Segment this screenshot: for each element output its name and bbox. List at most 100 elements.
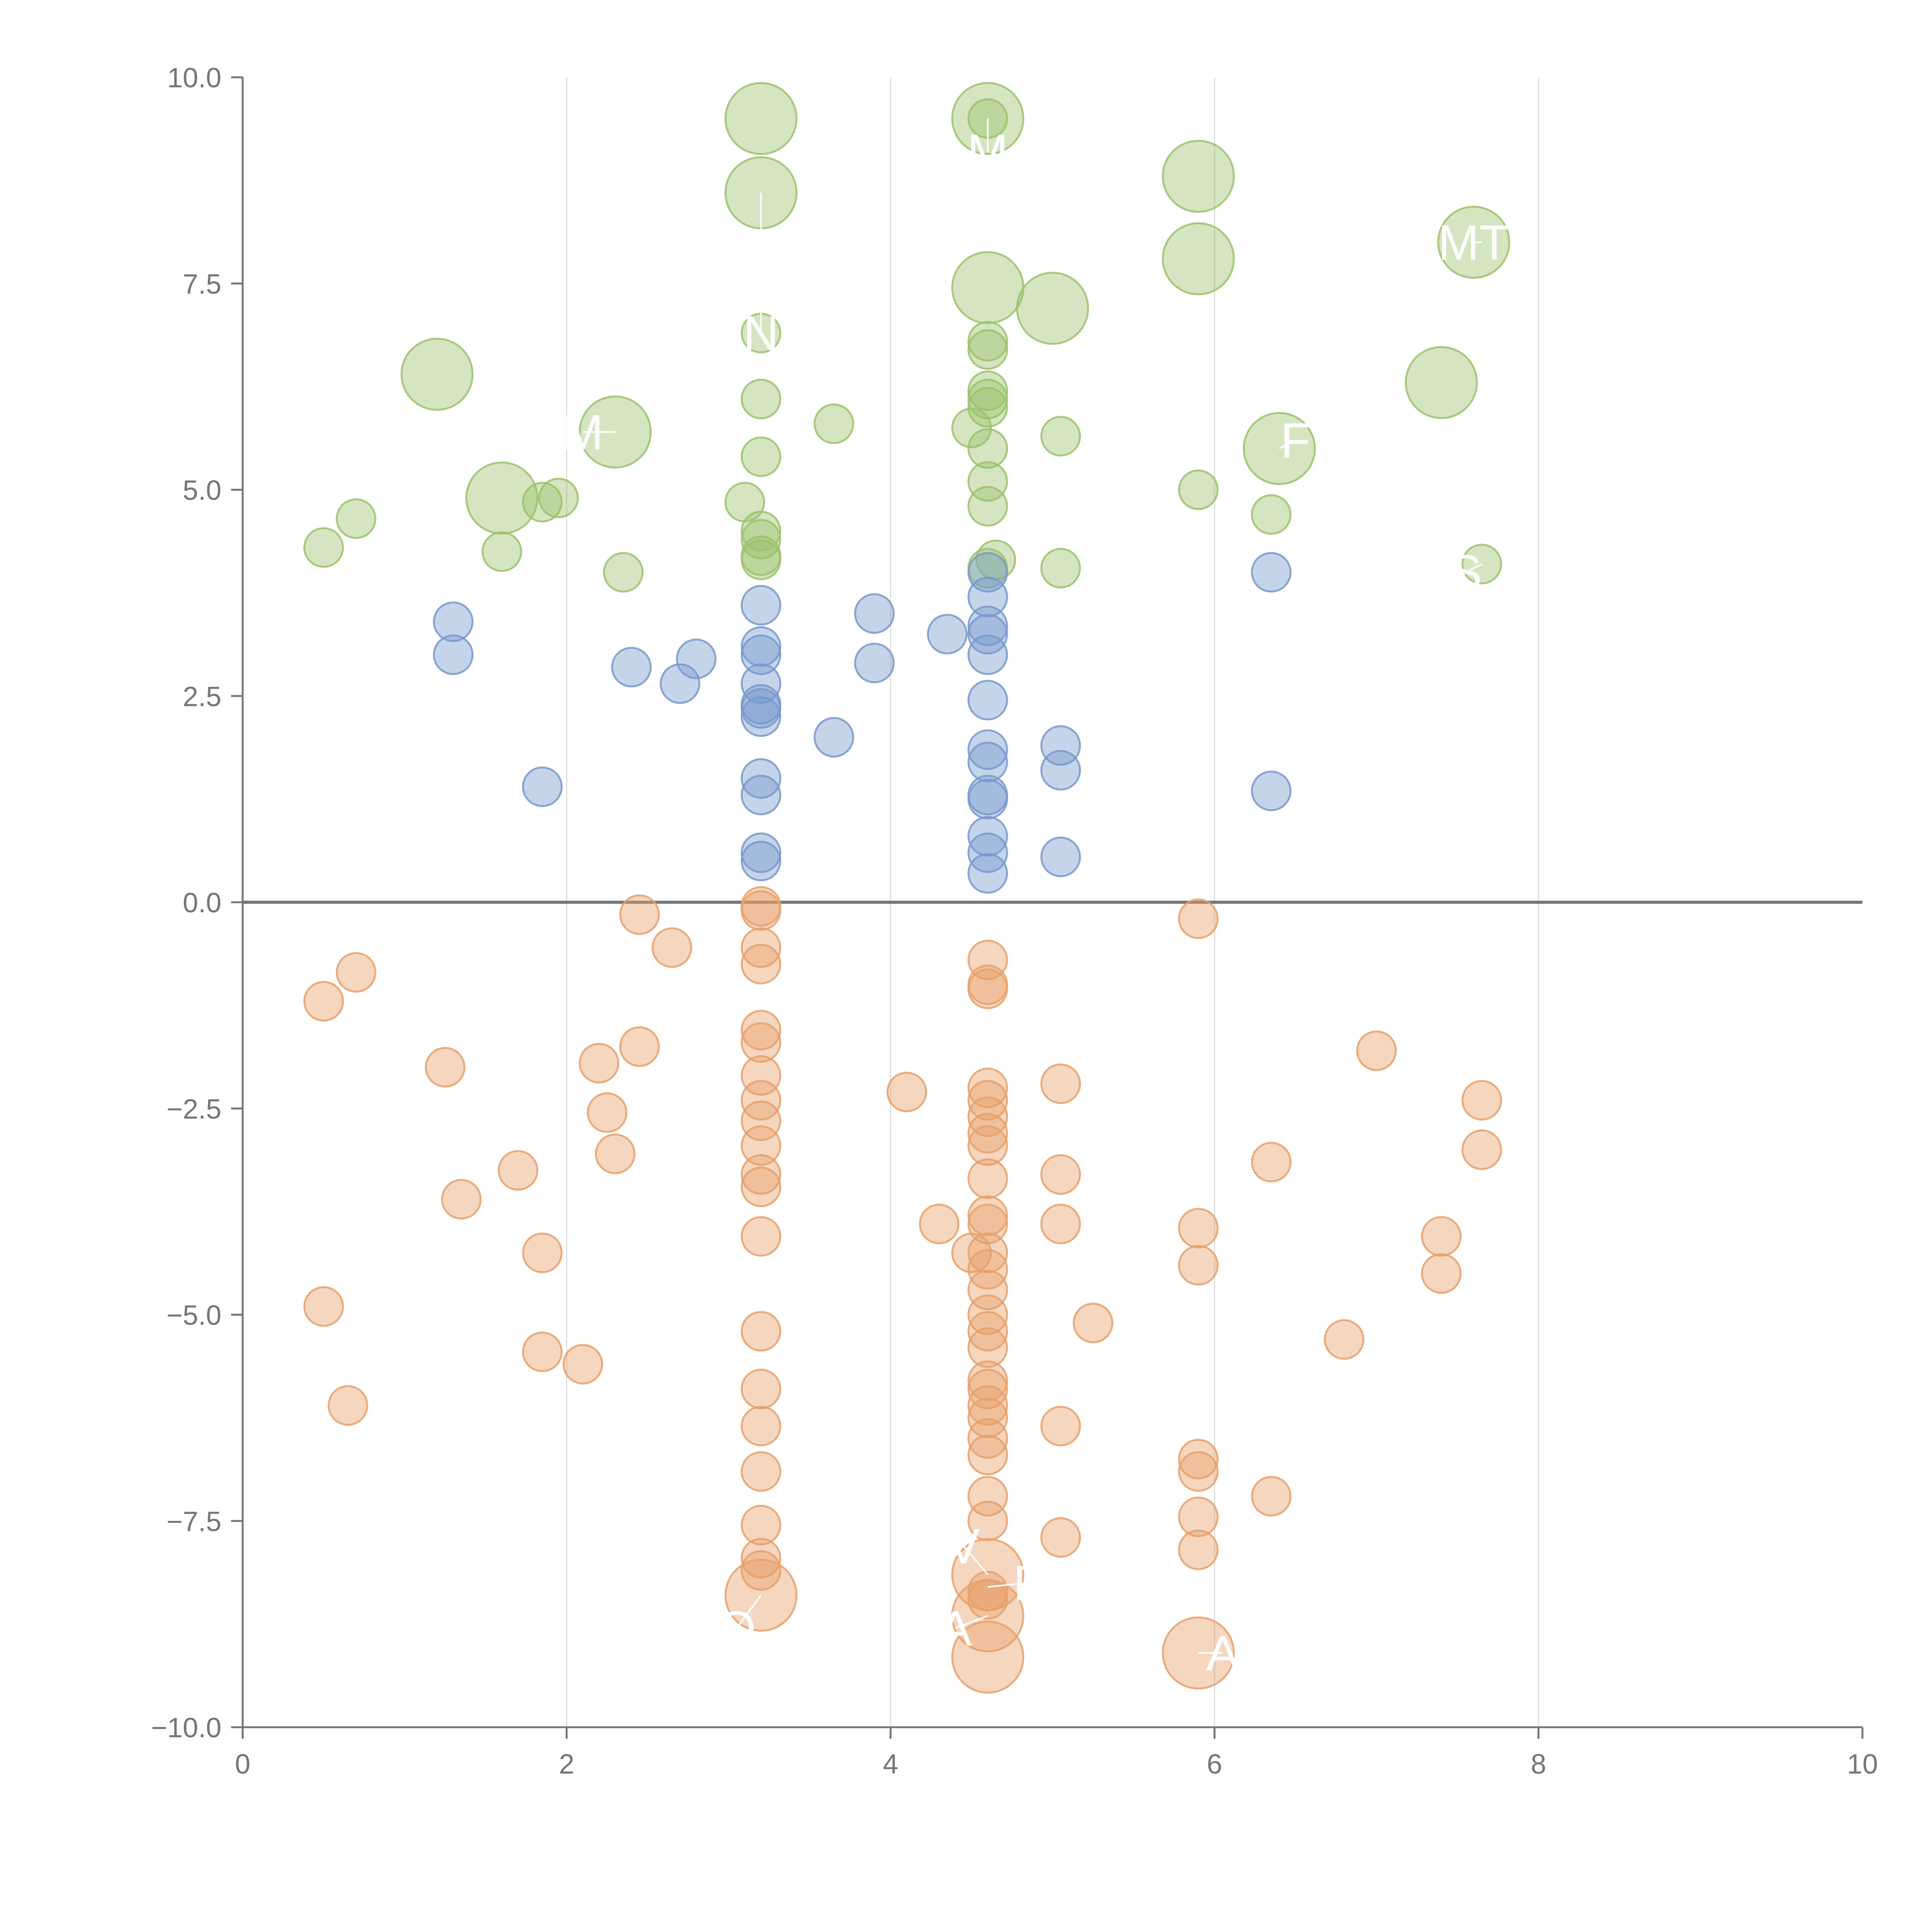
point-annotation-label: V: [947, 1519, 980, 1574]
orange-point: [578, 1043, 619, 1083]
blue-point: [967, 577, 1008, 617]
orange-point: [740, 890, 781, 931]
orange-point: [967, 1067, 1008, 1108]
annotation-leader-line: [963, 1545, 988, 1575]
orange-point: [967, 968, 1008, 1009]
orange-point: [967, 1476, 1008, 1517]
y-tick-label: −7.5: [167, 1506, 221, 1537]
green-point: [740, 436, 781, 477]
orange-point: [1040, 1517, 1081, 1558]
green-point: [1178, 469, 1219, 510]
orange-point: [951, 1621, 1024, 1694]
y-tick-label: −2.5: [167, 1094, 221, 1125]
point-annotation-label: A: [1206, 1626, 1239, 1681]
orange-point: [967, 1385, 1008, 1426]
annotation-leader-line: [736, 1595, 762, 1629]
blue-point: [740, 774, 781, 815]
orange-point: [1178, 1439, 1219, 1480]
y-tick-label: −5.0: [167, 1300, 221, 1331]
y-tick-label: 0.0: [183, 888, 221, 918]
green-point: [813, 403, 854, 444]
point-annotation-label: MT: [1438, 215, 1510, 270]
blue-point: [967, 552, 1008, 593]
orange-point: [327, 1385, 368, 1426]
green-point: [724, 82, 798, 155]
green-point: [1251, 494, 1292, 535]
orange-point: [441, 1179, 482, 1220]
blue-point: [967, 605, 1008, 646]
orange-point: [740, 1406, 781, 1447]
orange-point: [967, 1369, 1008, 1410]
orange-point: [740, 1167, 781, 1208]
green-point: [967, 428, 1008, 469]
orange-point: [522, 1332, 563, 1372]
blue-point: [740, 585, 781, 626]
orange-point: [1251, 1142, 1292, 1183]
point-annotation-label: F: [1281, 413, 1311, 468]
orange-point: [967, 1158, 1008, 1199]
point-annotation-label: A: [939, 1601, 972, 1656]
orange-point: [967, 1269, 1008, 1310]
annotation-leader-line: [955, 1615, 988, 1629]
green-point: [603, 552, 644, 593]
orange-point: [967, 1500, 1008, 1541]
blue-point: [1251, 552, 1292, 593]
orange-point: [967, 1125, 1008, 1166]
point-annotation-label: O: [718, 1601, 756, 1656]
blue-point: [813, 717, 854, 758]
blue-point: [433, 601, 474, 642]
blue-point: [967, 779, 1008, 820]
green-point: [303, 527, 344, 568]
annotation-leader-line: [1465, 563, 1482, 573]
blue-point: [967, 816, 1008, 857]
blue-point: [967, 832, 1008, 873]
orange-point: [303, 1286, 344, 1327]
blue-point: [740, 840, 781, 881]
orange-point: [1178, 1245, 1219, 1286]
orange-point: [967, 1232, 1008, 1273]
orange-point: [425, 1047, 466, 1088]
orange-point: [562, 1344, 603, 1385]
green-point: [465, 461, 539, 535]
blue-point: [967, 853, 1008, 894]
blue-point: [967, 729, 1008, 770]
point-annotation-label: M: [967, 124, 1009, 180]
orange-point: [967, 1327, 1008, 1368]
orange-point: [498, 1150, 539, 1191]
orange-point: [967, 1195, 1008, 1236]
orange-point: [1178, 1208, 1219, 1248]
y-tick-label: 10.0: [167, 63, 221, 94]
orange-point: [1461, 1129, 1502, 1170]
orange-point: [967, 1360, 1008, 1401]
blue-point: [1040, 837, 1081, 878]
orange-point: [1040, 1204, 1081, 1245]
point-annotation-label: S: [1449, 545, 1482, 600]
green-point: [1405, 346, 1478, 419]
orange-point: [1178, 1529, 1219, 1570]
blue-point: [740, 663, 781, 704]
orange-point: [1178, 898, 1219, 939]
orange-point: [651, 927, 692, 968]
blue-point: [740, 696, 781, 737]
blue-point: [967, 634, 1008, 675]
orange-point: [967, 1113, 1008, 1154]
green-point: [740, 510, 781, 551]
blue-point: [676, 638, 717, 679]
orange-point: [1251, 1476, 1292, 1517]
x-tick-label: 2: [559, 1749, 574, 1780]
orange-point: [1324, 1319, 1365, 1360]
y-tick-label: 2.5: [183, 681, 221, 712]
annotation-leader-line: [1279, 439, 1296, 449]
orange-point: [967, 1080, 1008, 1121]
orange-point: [1040, 1063, 1081, 1104]
orange-point: [740, 927, 781, 968]
orange-point: [1178, 1497, 1219, 1537]
orange-point: [1040, 1154, 1081, 1195]
blue-point: [854, 593, 895, 634]
blue-point: [1251, 770, 1292, 811]
orange-point: [740, 1080, 781, 1121]
y-tick-label: −10.0: [151, 1713, 221, 1743]
blue-point: [967, 614, 1008, 655]
